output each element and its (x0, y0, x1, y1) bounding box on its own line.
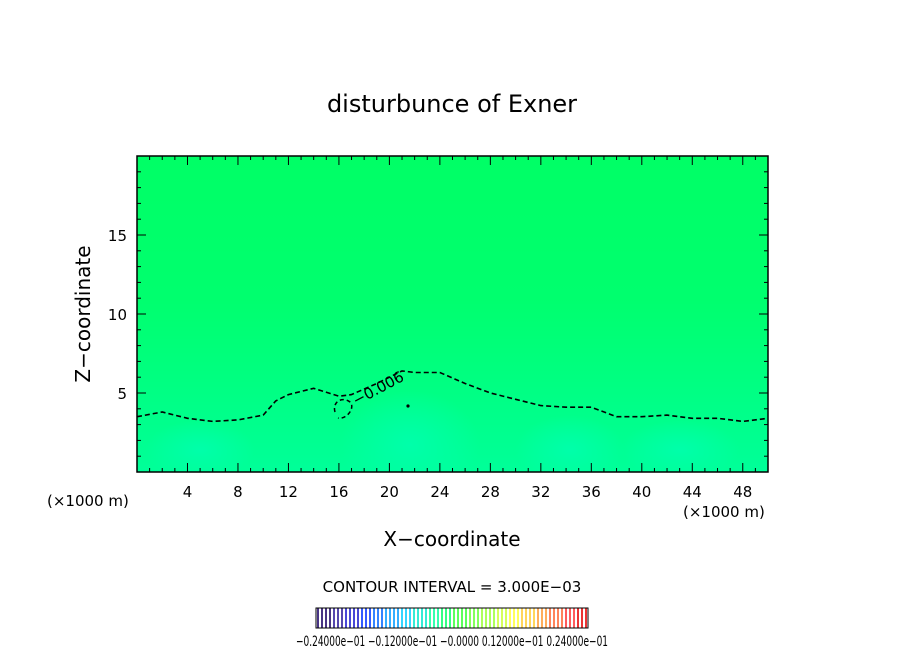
x-tick-label: 20 (380, 483, 399, 501)
x-tick-label: 44 (683, 483, 702, 501)
plot-area (137, 156, 768, 472)
field-blob (145, 420, 255, 472)
x-tick-label: 16 (329, 483, 348, 501)
y-axis-label: Z−coordinate (71, 245, 95, 382)
x-tick-label: 28 (481, 483, 500, 501)
colorbar-frame (315, 607, 589, 629)
y-axis-ticks: 5 10 15 (108, 155, 768, 473)
y-tick-label: 10 (108, 306, 127, 324)
y-tick-label: 5 (117, 385, 127, 403)
field-blob (340, 390, 480, 472)
x-unit-left: (×1000 m) (47, 492, 129, 510)
y-tick-label: 15 (108, 227, 127, 245)
contour-loop (333, 398, 353, 419)
contour-line (137, 370, 768, 423)
chart-title: disturbunce of Exner (327, 90, 577, 118)
x-tick-label: 24 (430, 483, 449, 501)
contour-dot (406, 404, 410, 408)
x-unit-right: (×1000 m) (683, 503, 765, 521)
x-tick-label: 36 (582, 483, 601, 501)
x-tick-label: 40 (632, 483, 651, 501)
x-tick-label: 48 (733, 483, 752, 501)
x-tick-label: 8 (233, 483, 243, 501)
x-axis-label: X−coordinate (383, 527, 520, 551)
colorbar (317, 608, 587, 628)
contour-interval: CONTOUR INTERVAL = 3.000E−03 (323, 578, 582, 596)
field-blob (515, 415, 625, 472)
x-tick-label: 4 (183, 483, 193, 501)
x-tick-label: 12 (279, 483, 298, 501)
x-axis-ticks: 4 8 12 16 20 24 28 32 36 40 44 48 (136, 156, 769, 501)
field-blob (620, 420, 740, 472)
x-tick-label: 32 (531, 483, 550, 501)
colorbar-labels: −0.24000e−01 −0.12000e−01 −0.0000 0.1200… (296, 634, 608, 650)
